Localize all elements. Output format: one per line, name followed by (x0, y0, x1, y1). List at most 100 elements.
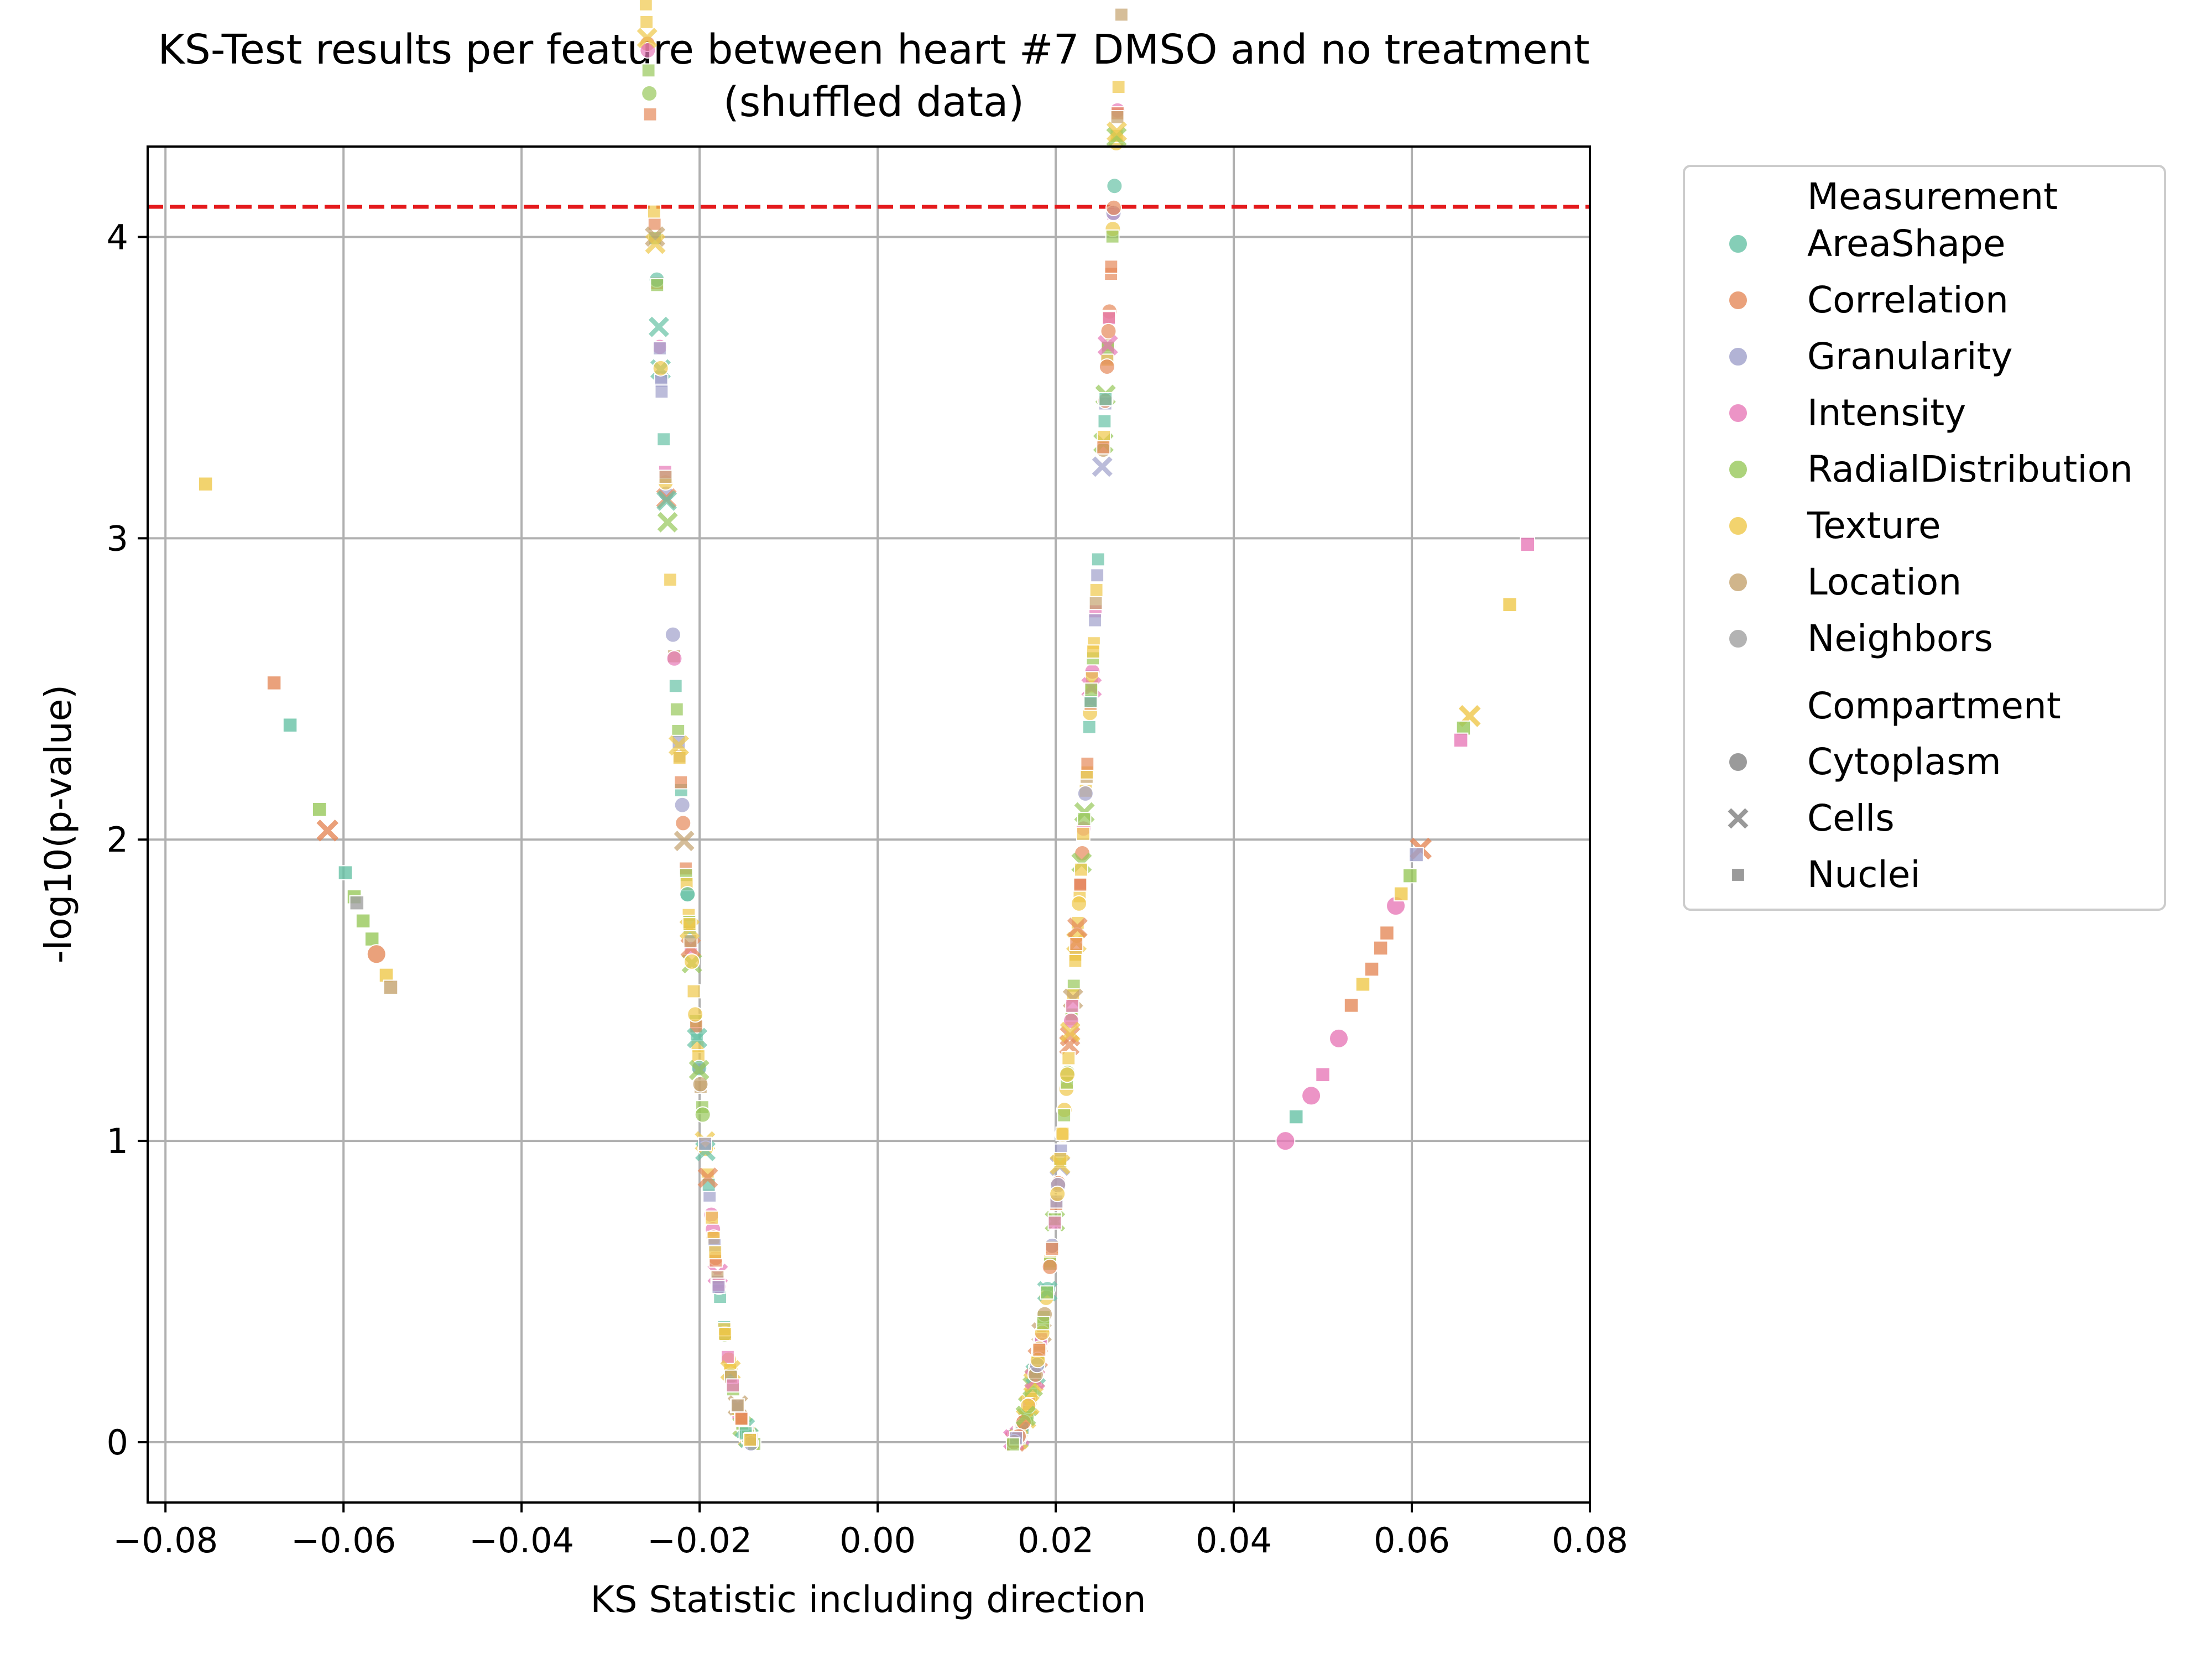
data-point (1061, 1051, 1076, 1066)
data-point (639, 14, 654, 29)
data-point (664, 626, 681, 643)
legend-marker-neighbors (1728, 629, 1748, 649)
data-point (316, 820, 339, 842)
data-point (1060, 1021, 1081, 1042)
data-point (1032, 1342, 1047, 1357)
legend-label-granularity: Granularity (1807, 335, 2013, 378)
data-point (656, 432, 671, 447)
data-point (679, 886, 696, 903)
x-tick-label: 0.02 (1018, 1520, 1094, 1561)
data-point (1065, 998, 1079, 1013)
legend-marker-granularity (1728, 347, 1748, 367)
data-point (718, 1327, 733, 1342)
y-ticks: 0 1 2 3 4 (107, 217, 148, 1463)
data-point (282, 717, 298, 733)
data-point (1393, 886, 1409, 902)
legend-label-areashape: AreaShape (1807, 222, 2006, 265)
data-point (311, 802, 327, 817)
legend: Measurement AreaShape Correlation Granular… (1683, 165, 2166, 911)
data-point (743, 1432, 758, 1447)
data-point (1058, 1066, 1076, 1083)
data-point (1040, 1285, 1055, 1300)
data-point (705, 1210, 719, 1225)
data-point (711, 1280, 726, 1295)
data-point (383, 979, 399, 995)
legend-frame (1683, 165, 2166, 911)
data-point (666, 650, 683, 667)
data-point (643, 107, 658, 122)
data-point (1100, 322, 1117, 340)
legend-marker-texture (1728, 516, 1748, 536)
legend-marker-location (1728, 572, 1748, 592)
data-point (668, 735, 690, 756)
data-point (1089, 583, 1104, 597)
data-point (1071, 895, 1088, 912)
chart-title: KS-Test results per feature between hear… (158, 26, 1589, 74)
data-point (684, 953, 701, 970)
data-point (364, 931, 380, 947)
data-point (1106, 178, 1123, 195)
data-point (650, 278, 665, 293)
data-point (639, 42, 656, 59)
data-point (641, 63, 656, 78)
data-point (337, 865, 353, 880)
data-point (663, 572, 677, 587)
legend-label-correlation: Correlation (1807, 279, 2008, 321)
data-point (1105, 199, 1122, 216)
data-point (668, 679, 683, 693)
data-point (726, 1378, 740, 1393)
data-point (1088, 596, 1103, 611)
data-point (1090, 568, 1105, 583)
legend-measurement-title: Measurement (1807, 175, 2058, 218)
legend-marker-areashape (1728, 234, 1748, 254)
data-point (1301, 1086, 1322, 1106)
data-point (1373, 940, 1389, 956)
data-point (1050, 1154, 1071, 1175)
data-point (1082, 719, 1097, 734)
y-tick-label: 2 (107, 820, 128, 860)
data-point (638, 0, 653, 12)
data-point (721, 1349, 735, 1364)
data-point (1049, 1185, 1066, 1202)
data-point (1060, 1026, 1081, 1047)
data-point (1110, 110, 1125, 124)
data-point (1355, 977, 1371, 992)
data-point (197, 476, 213, 492)
data-point (731, 1398, 745, 1413)
data-point (1111, 80, 1126, 94)
y-tick-label: 0 (107, 1422, 128, 1463)
data-point (1105, 229, 1120, 244)
data-point (1097, 414, 1112, 429)
data-point (657, 512, 678, 533)
data-point (1288, 1109, 1304, 1125)
data-point (708, 1245, 723, 1260)
data-point (734, 1411, 749, 1426)
data-point (637, 28, 658, 49)
data-point (1315, 1067, 1331, 1083)
data-point (1068, 953, 1083, 968)
data-point (1408, 847, 1424, 863)
legend-marker-cytoplasm (1728, 752, 1748, 772)
x-axis-label: KS Statistic including direction (590, 1578, 1146, 1621)
data-point (1343, 998, 1359, 1013)
data-point (652, 359, 669, 377)
legend-label-intensity: Intensity (1807, 392, 1966, 434)
y-tick-label: 3 (107, 518, 128, 559)
data-point (1091, 552, 1105, 567)
legend-label-cells: Cells (1807, 797, 1895, 839)
x-tick-label: 0.08 (1552, 1520, 1628, 1561)
data-point (1069, 937, 1084, 951)
legend-label-location: Location (1807, 561, 1961, 603)
data-point (1106, 127, 1127, 148)
data-point (1092, 456, 1113, 477)
data-point (669, 702, 684, 717)
legend-compartment-title: Compartment (1807, 685, 2061, 727)
data-point (1076, 826, 1091, 841)
x-ticks: −0.08 −0.06 −0.04 −0.02 0.00 0.02 0.04 0.06 0.08 (113, 1503, 1628, 1561)
legend-label-texture: Texture (1807, 504, 1941, 547)
data-point (1073, 877, 1088, 892)
y-axis-label: -log10(p-value) (37, 685, 80, 963)
data-point (1074, 862, 1088, 877)
data-point (656, 490, 677, 511)
data-point (1055, 1126, 1070, 1141)
